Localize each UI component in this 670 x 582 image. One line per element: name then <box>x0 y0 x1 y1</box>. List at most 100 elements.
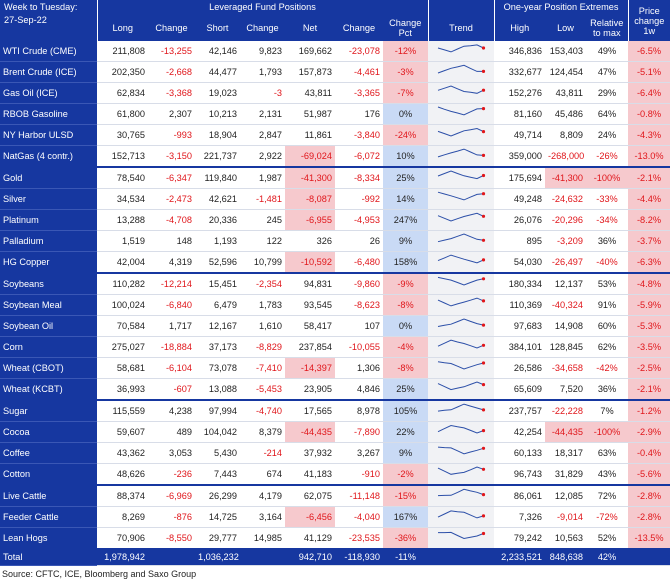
cell: -34,658 <box>545 357 586 379</box>
cell: 42,146 <box>195 41 240 62</box>
data-row: RBOB Gasoline 61,800 2,307 10,213 2,131 51,98… <box>0 103 670 125</box>
cell: -13.0% <box>628 145 670 168</box>
row-label: Soybean Meal <box>0 294 97 316</box>
cell: 37,932 <box>285 442 335 464</box>
cell: -8% <box>383 357 428 379</box>
cell: -41,300 <box>285 167 335 189</box>
sparkline-path <box>437 510 484 519</box>
trend-cell <box>428 61 494 83</box>
cell: 12,085 <box>545 485 586 507</box>
cell: 895 <box>494 230 545 252</box>
cell: -4,708 <box>148 209 195 231</box>
cell: -3.5% <box>628 336 670 358</box>
cell: -41,300 <box>545 167 586 189</box>
cell: -4,040 <box>335 506 383 528</box>
cell: 97,683 <box>494 315 545 337</box>
cell: 489 <box>148 421 195 443</box>
sparkline-dot <box>481 323 486 327</box>
row-label: Lean Hogs <box>0 527 97 550</box>
cell: -11,148 <box>335 485 383 507</box>
sparkline-dot <box>481 408 486 412</box>
row-label: Live Cattle <box>0 485 97 507</box>
cell: 110,282 <box>97 273 148 295</box>
cell: 13,088 <box>195 378 240 401</box>
cot-table: Week to Tuesday: Leveraged Fund Position… <box>0 0 670 566</box>
cell: 9% <box>383 442 428 464</box>
cell: 36% <box>586 230 629 252</box>
sparkline-path <box>437 361 484 370</box>
cell: -5.9% <box>628 294 670 316</box>
cell: 30,765 <box>97 124 148 146</box>
trend-sparkline <box>437 361 486 370</box>
cell: 275,027 <box>97 336 148 358</box>
cell: 1,036,232 <box>195 548 240 566</box>
cell: 2,131 <box>240 103 285 125</box>
sparkline-path <box>437 106 484 116</box>
sparkline-dot <box>481 343 486 347</box>
data-row: Live Cattle 88,374 -6,969 26,299 4,179 62,075… <box>0 485 670 507</box>
cell: 59,607 <box>97 421 148 443</box>
cell: 8,379 <box>240 421 285 443</box>
sparkline-dot <box>481 238 486 242</box>
cell: 58,681 <box>97 357 148 379</box>
row-label: Wheat (CBOT) <box>0 357 97 379</box>
cell: -36% <box>383 527 428 550</box>
column-header: Relative to max <box>586 15 629 41</box>
cell: 48,626 <box>97 463 148 486</box>
cell: 326 <box>285 230 335 252</box>
cell: -5.6% <box>628 463 670 486</box>
cell: 4,238 <box>148 400 195 422</box>
trend-sparkline <box>437 339 486 349</box>
cell: -6,955 <box>285 209 335 231</box>
cell: -69,024 <box>285 145 335 168</box>
cell: -993 <box>148 124 195 146</box>
trend-cell <box>428 167 494 189</box>
cell: -7% <box>383 82 428 104</box>
cell: -34% <box>586 209 629 231</box>
cell: 8,978 <box>335 400 383 422</box>
cell: 81,160 <box>494 103 545 125</box>
cell: 86,061 <box>494 485 545 507</box>
cell: 0% <box>383 315 428 337</box>
sparkline-dot <box>481 446 486 450</box>
cell: -2.1% <box>628 378 670 401</box>
cell: -3 <box>240 82 285 104</box>
cell: -214 <box>240 442 285 464</box>
data-row: Feeder Cattle 8,269 -876 14,725 3,164 -6,456-… <box>0 506 670 528</box>
cell: -100% <box>586 167 629 189</box>
cell: -18,884 <box>148 336 195 358</box>
sparkline-path <box>437 381 484 391</box>
trend-sparkline <box>437 381 486 391</box>
cell: 167% <box>383 506 428 528</box>
cell: 211,808 <box>97 41 148 62</box>
cell: 34,534 <box>97 188 148 210</box>
cell: 1,717 <box>148 315 195 337</box>
column-header: Short <box>195 15 240 41</box>
trend-cell <box>428 209 494 231</box>
cell: -5.3% <box>628 315 670 337</box>
cell: -3,365 <box>335 82 383 104</box>
cell: 153,403 <box>545 41 586 62</box>
sparkline-dot <box>481 214 486 218</box>
cell: 78,540 <box>97 167 148 189</box>
cell: -40,324 <box>545 294 586 316</box>
cell: 8,809 <box>545 124 586 146</box>
cell: -8,623 <box>335 294 383 316</box>
cell: 1,610 <box>240 315 285 337</box>
sparkline-dot <box>481 361 486 365</box>
trend-cell <box>428 124 494 146</box>
cell: -5,453 <box>240 378 285 401</box>
row-label: WTI Crude (CME) <box>0 41 97 62</box>
row-label: Gas Oil (ICE) <box>0 82 97 104</box>
sparkline-path <box>437 446 484 455</box>
cell: 26,299 <box>195 485 240 507</box>
cell: 36% <box>586 378 629 401</box>
cell: -4,740 <box>240 400 285 422</box>
data-row: Corn 275,027 -18,884 37,173 -8,829 237,854 -10… <box>0 336 670 358</box>
cell: 25% <box>383 378 428 401</box>
sparkline-dot <box>481 192 486 196</box>
column-header: High <box>493 15 545 41</box>
cell: 10,563 <box>545 527 586 550</box>
cell: 22% <box>383 421 428 443</box>
